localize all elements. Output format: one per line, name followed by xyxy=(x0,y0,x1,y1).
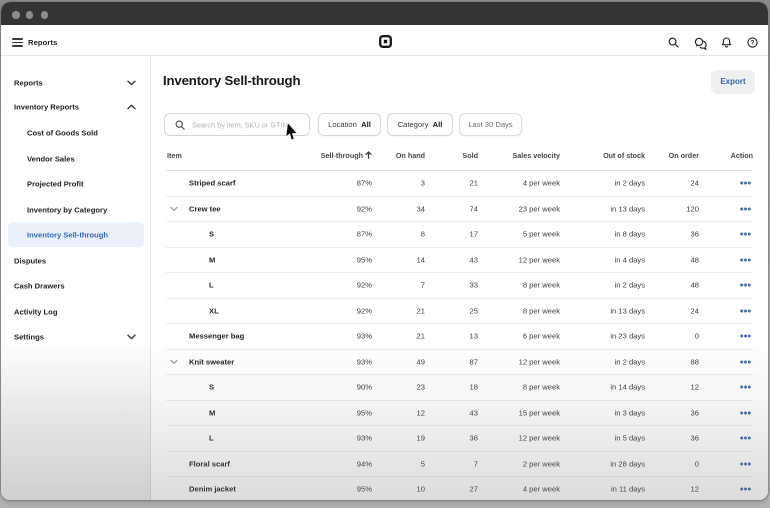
svg-text:?: ? xyxy=(750,40,754,47)
